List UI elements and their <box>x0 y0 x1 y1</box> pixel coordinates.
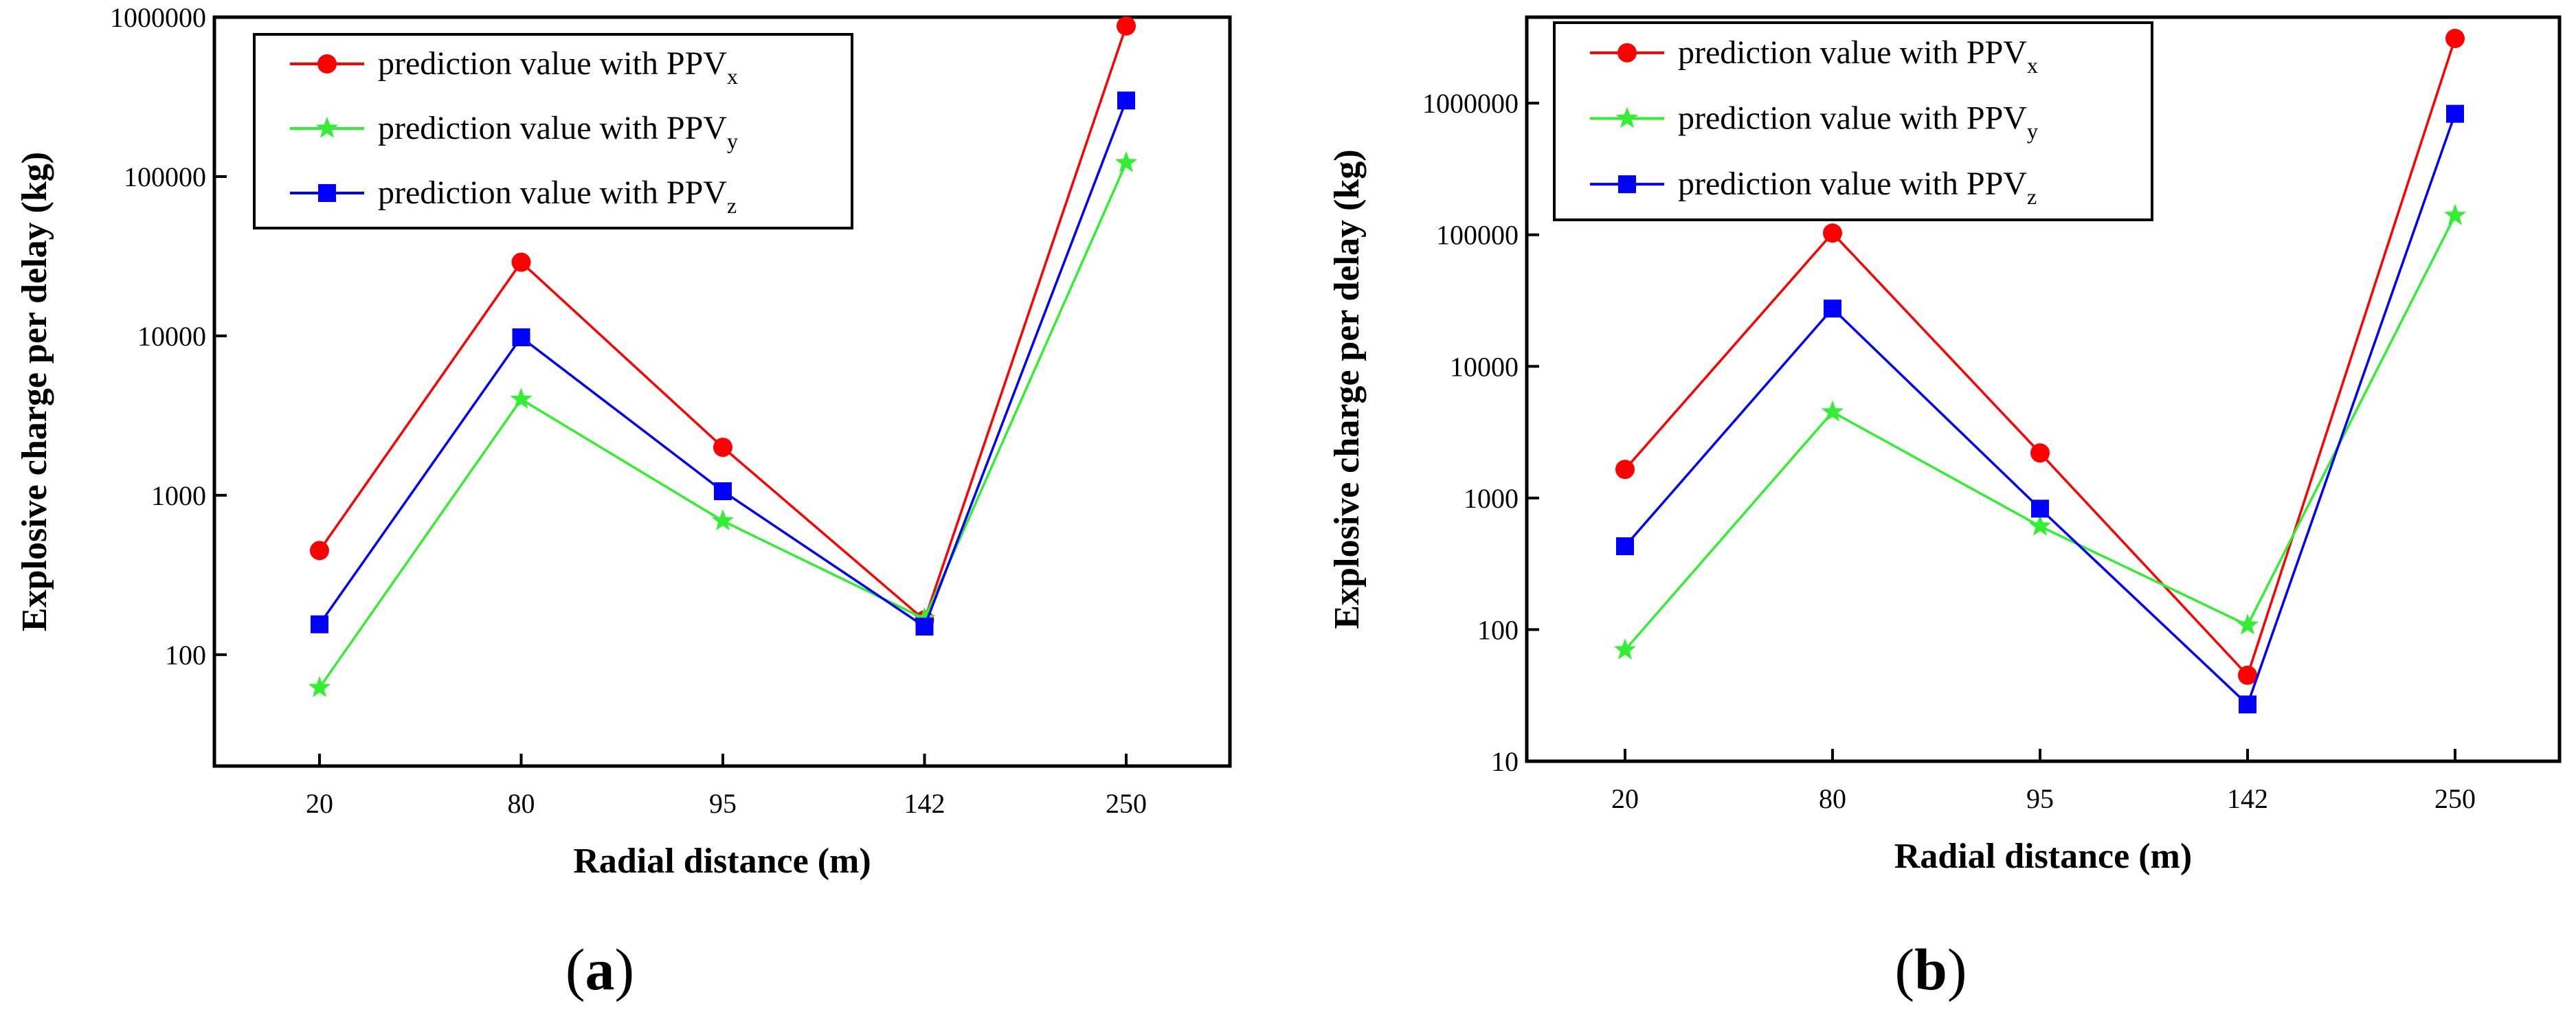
legend-marker-ppv-z <box>1618 175 1636 194</box>
data-point-ppv-x <box>2030 443 2050 463</box>
y-axis-label: Explosive charge per delay (kg) <box>1328 149 1367 629</box>
y-tick-label: 1000000 <box>110 2 206 33</box>
data-point-ppv-x <box>1117 16 1136 36</box>
y-tick-label: 10 <box>1491 746 1519 777</box>
data-point-ppv-y <box>2028 515 2052 536</box>
y-tick-label: 1000 <box>1464 483 1519 514</box>
legend-item-ppv-y: prediction value with PPVy <box>290 110 738 153</box>
y-tick-label: 10000 <box>1450 351 1519 382</box>
data-point-ppv-y <box>510 387 533 409</box>
legend-label-ppv-z: prediction value with PPVz <box>1678 166 2037 209</box>
data-point-ppv-z <box>915 618 934 636</box>
legend: prediction value with PPVx prediction val… <box>253 33 853 229</box>
x-axis-label: Radial distance (m) <box>1894 837 2192 876</box>
data-point-ppv-z <box>1824 300 1841 318</box>
legend-label-ppv-y: prediction value with PPVy <box>378 110 738 153</box>
legend-label-ppv-y: prediction value with PPVy <box>1678 100 2038 144</box>
legend: prediction value with PPVx prediction val… <box>1553 21 2153 221</box>
y-axis-label: Explosive charge per delay (kg) <box>15 152 54 631</box>
legend-box <box>1553 21 2153 221</box>
series-line-ppv-y <box>1624 214 2456 651</box>
x-tick-label: 142 <box>904 788 945 819</box>
data-point-ppv-z <box>1616 537 1634 556</box>
x-tick-label: 250 <box>2434 783 2476 814</box>
x-tick-label: 20 <box>1611 783 1639 814</box>
data-point-ppv-y <box>2443 203 2467 225</box>
data-point-ppv-z <box>512 328 530 346</box>
x-tick-label: 142 <box>2227 783 2268 814</box>
legend-box <box>253 33 853 229</box>
panel-label-b: (b) <box>1894 936 1967 1002</box>
legend-item-ppv-x: prediction value with PPVx <box>290 45 738 89</box>
y-tick-label: 1000 <box>151 480 206 511</box>
data-point-ppv-y <box>2236 614 2259 635</box>
legend-marker-ppv-z <box>318 184 336 202</box>
panel-label-a: (a) <box>565 936 634 1002</box>
legend-label-ppv-z: prediction value with PPVz <box>378 175 737 218</box>
y-tick-label: 100000 <box>124 161 206 192</box>
y-tick-label: 100000 <box>1436 220 1519 251</box>
legend-item-ppv-y: prediction value with PPVy <box>1590 100 2038 144</box>
data-point-ppv-x <box>1823 223 1842 243</box>
legend-item-ppv-z: prediction value with PPVz <box>1590 166 2037 209</box>
data-point-ppv-z <box>311 615 328 633</box>
data-point-ppv-x <box>2445 29 2465 49</box>
legend-label-ppv-x: prediction value with PPVx <box>378 45 738 89</box>
data-point-ppv-y <box>1821 400 1844 422</box>
x-axis-label: Radial distance (m) <box>573 842 871 881</box>
legend-marker-ppv-x <box>317 54 337 74</box>
data-point-ppv-x <box>1615 460 1635 480</box>
data-point-ppv-z <box>2446 104 2464 123</box>
legend-label-ppv-x: prediction value with PPVx <box>1678 34 2038 78</box>
data-point-ppv-y <box>913 607 936 629</box>
chart-panel-a: 100 1000 10000 100000 1000000 20 80 95 142 250 Rad… <box>15 2 1232 881</box>
y-tick-label: 10000 <box>137 321 206 352</box>
legend-item-ppv-x: prediction value with PPVx <box>1590 34 2038 78</box>
data-point-ppv-x <box>2238 665 2257 685</box>
x-tick-label: 80 <box>508 788 535 819</box>
legend-marker-ppv-y <box>315 117 339 138</box>
series-line-ppv-y <box>318 162 1128 689</box>
data-point-ppv-x <box>713 438 732 458</box>
data-point-ppv-x <box>310 541 329 561</box>
data-point-ppv-y <box>1115 150 1138 172</box>
y-tick-label: 1000000 <box>1422 88 1519 119</box>
data-point-ppv-z <box>2031 499 2049 518</box>
x-tick-label: 20 <box>306 788 333 819</box>
plot-frame <box>1525 15 2562 763</box>
data-point-ppv-y <box>308 676 331 697</box>
data-point-ppv-x <box>511 252 531 272</box>
legend-marker-ppv-x <box>1617 43 1637 63</box>
y-tick-label: 100 <box>1477 614 1519 645</box>
y-tick-label: 100 <box>165 640 206 671</box>
data-point-ppv-z <box>2239 695 2256 714</box>
x-tick-label: 95 <box>709 788 737 819</box>
data-point-ppv-z <box>1117 91 1135 110</box>
legend-item-ppv-z: prediction value with PPVz <box>290 175 737 218</box>
x-tick-label: 80 <box>1819 783 1846 814</box>
x-tick-label: 250 <box>1106 788 1147 819</box>
data-point-ppv-z <box>714 482 732 501</box>
x-tick-label: 95 <box>2026 783 2054 814</box>
data-point-ppv-y <box>711 509 735 530</box>
legend-marker-ppv-y <box>1615 106 1639 128</box>
data-point-ppv-y <box>1613 638 1637 660</box>
chart-panel-b: 10 100 1000 10000 100000 1000000 20 80 95 142 250 R… <box>1328 15 2562 876</box>
